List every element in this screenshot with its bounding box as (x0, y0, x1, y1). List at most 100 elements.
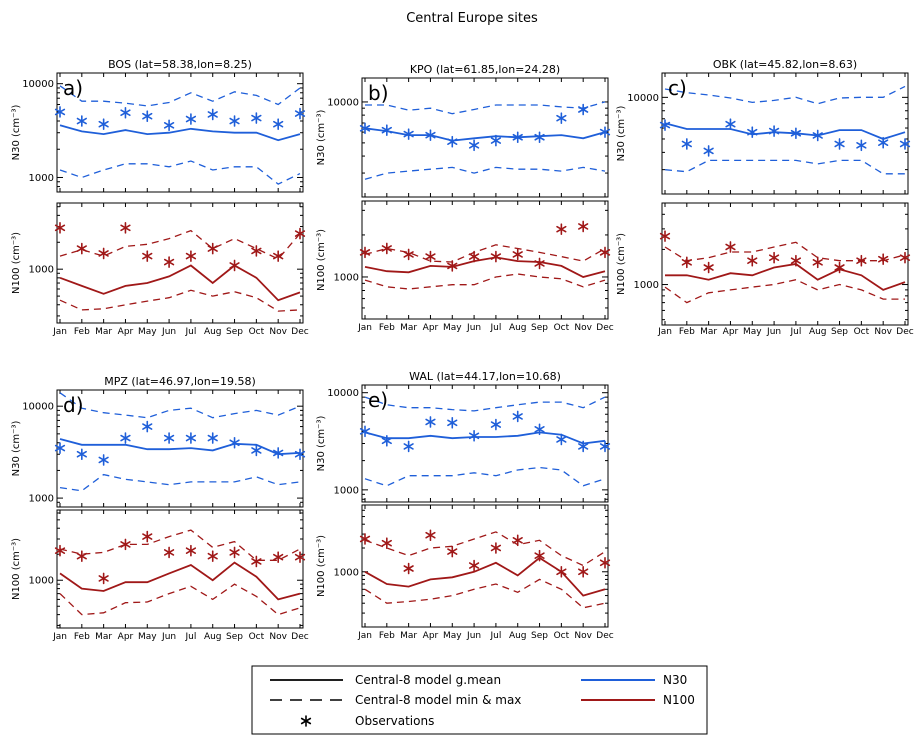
n100-observation-point (768, 251, 780, 264)
n100-observation-point (207, 550, 218, 562)
panel-title: BOS (lat=58.38,lon=8.25) (108, 58, 252, 71)
x-tick-label: Feb (74, 632, 90, 642)
n30-observation-point (768, 125, 780, 137)
panel-label: d) (63, 393, 84, 417)
n30-axes-frame (56, 389, 304, 508)
n30-max-line (664, 85, 906, 105)
x-tick-label: May (138, 327, 157, 337)
n30-observation-point (703, 145, 714, 157)
x-tick-label: Apr (723, 327, 739, 337)
n30-observation-point (490, 134, 502, 147)
x-tick-label: Mar (700, 327, 717, 337)
n100-subplot: 1000 N100 (cm⁻³) (316, 200, 611, 320)
n30-observation-point (229, 115, 240, 127)
n30-observation-point (878, 136, 889, 149)
x-tick-label: Oct (854, 327, 870, 337)
n30-min-line (364, 166, 606, 180)
n30-observation-point (163, 119, 175, 132)
n100-observation-point (599, 246, 611, 259)
x-tick-label: Oct (249, 632, 265, 642)
n30-y-axis-label: N30 (cm⁻³) (11, 421, 22, 477)
n30-observation-point (273, 118, 284, 130)
n100-observation-point (98, 572, 109, 585)
n100-min-line (364, 578, 606, 609)
n30-observation-point (229, 436, 240, 449)
x-tick-label: Dec (291, 632, 308, 642)
n100-observation-point (142, 250, 153, 262)
x-tick-label: Sep (831, 327, 848, 337)
n100-y-axis-label: N100 (cm⁻³) (316, 229, 327, 291)
x-tick-label: Apr (423, 631, 439, 641)
n100-observation-point (142, 530, 153, 543)
n30-observation-point (447, 135, 458, 148)
n100-observation-point (790, 254, 802, 267)
n100-min-line (364, 273, 606, 290)
n100-mean-line (59, 264, 301, 302)
n100-observation-point (468, 250, 480, 263)
n100-observation-point (359, 533, 371, 545)
n100-subplot: 1000 N100 (cm⁻³) (616, 202, 911, 326)
n30-max-line (59, 85, 301, 107)
n100-max-line (59, 529, 301, 561)
n100-observation-point (512, 248, 523, 261)
n30-observation-point (834, 138, 845, 150)
n100-max-line (59, 229, 301, 260)
x-tick-label: Sep (531, 631, 548, 641)
n100-observation-point (425, 250, 436, 263)
figure-title: Central Europe sites (406, 11, 538, 26)
n100-observation-point (490, 250, 502, 263)
n30-observation-point (790, 127, 802, 140)
panel-title: WAL (lat=44.17,lon=10.68) (409, 370, 561, 383)
n30-observation-point (381, 124, 392, 136)
n30-observation-point (856, 139, 867, 152)
x-tick-label: Dec (291, 327, 308, 337)
n30-observation-point (273, 447, 284, 459)
x-tick-label: Nov (269, 632, 287, 642)
panel-5: WAL (lat=44.17,lon=10.68) 1000 10000 N30 (c… (316, 370, 614, 641)
n100-max-line (664, 241, 906, 262)
x-tick-label: Nov (574, 323, 592, 333)
n100-axes-frame (56, 202, 304, 324)
x-tick-label: May (743, 327, 762, 337)
x-tick-label: Jun (466, 631, 481, 641)
n30-observation-point (578, 440, 589, 453)
n30-observation-point (54, 106, 66, 118)
n30-subplot: 1000 10000 N30 (cm⁻³) (316, 384, 611, 503)
n30-observation-point (468, 430, 480, 442)
n100-observation-point (834, 261, 845, 274)
n100-observation-point (120, 222, 131, 234)
n30-observation-point (294, 448, 306, 461)
n30-observation-point (556, 112, 567, 124)
n100-y-axis-label: N100 (cm⁻³) (11, 538, 22, 600)
n30-observation-point (512, 131, 523, 144)
n100-observation-point (534, 549, 545, 562)
n100-observation-point (185, 544, 197, 557)
n100-y-axis-label: N100 (cm⁻³) (616, 233, 627, 295)
x-tick-label: Oct (554, 323, 570, 333)
n100-observation-point (273, 250, 284, 262)
n100-mean-line (364, 256, 606, 278)
n100-subplot: 1000 N100 (cm⁻³) (11, 509, 306, 629)
y-tick-label: 1000 (29, 494, 54, 505)
n100-observation-point (359, 246, 371, 259)
n30-observation-point (120, 106, 131, 119)
y-tick-label: 1000 (634, 280, 659, 291)
n30-mean-line (364, 431, 606, 445)
n100-observation-point (54, 544, 66, 557)
y-tick-label: 1000 (29, 576, 54, 587)
n30-max-line (364, 396, 606, 412)
x-tick-label: Oct (249, 327, 265, 337)
n100-observation-point (163, 546, 175, 559)
n30-observation-point (76, 115, 87, 127)
x-tick-label: Feb (379, 323, 395, 333)
panel-label: e) (368, 388, 388, 412)
n30-observation-point (812, 129, 823, 142)
n30-observation-point (599, 440, 611, 453)
x-tick-label: Jan (357, 323, 372, 333)
x-tick-label: Oct (554, 631, 570, 641)
n30-observation-point (681, 138, 692, 150)
n100-mean-line (665, 263, 906, 291)
